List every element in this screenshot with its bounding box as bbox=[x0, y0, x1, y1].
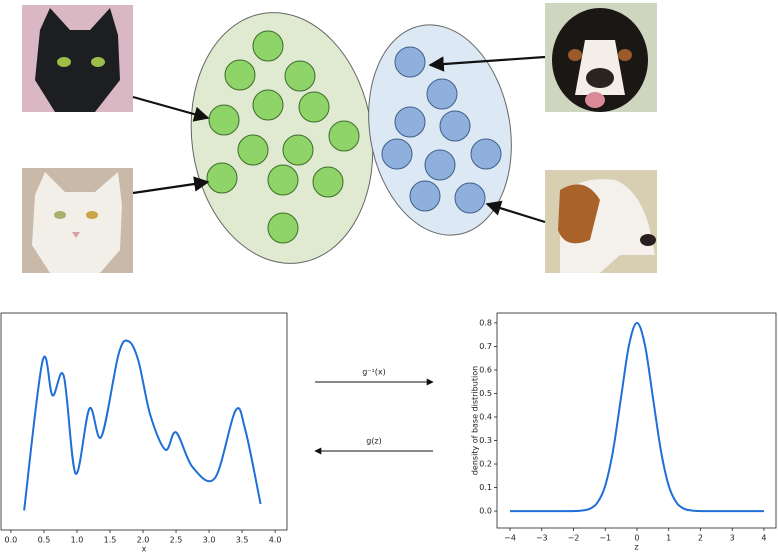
x-tick-label: −2 bbox=[568, 534, 580, 543]
x-axis-label: x bbox=[142, 545, 147, 553]
density-curve bbox=[510, 323, 764, 511]
x-tick-label: −1 bbox=[599, 534, 611, 543]
y-tick-label: 0.6 bbox=[479, 365, 492, 374]
y-tick-label: 0.5 bbox=[479, 389, 492, 398]
x-tick-label: 2 bbox=[698, 534, 703, 543]
bernese-dog-photo bbox=[545, 3, 657, 112]
x-tick-label: 3.0 bbox=[203, 536, 216, 545]
y-tick-label: 0.8 bbox=[479, 318, 492, 327]
black-cat-photo bbox=[22, 5, 133, 112]
x-tick-label: 4 bbox=[761, 534, 766, 543]
x-tick-label: 2.5 bbox=[170, 536, 183, 545]
x-tick-label: 4.0 bbox=[269, 536, 282, 545]
y-tick-label: 0.1 bbox=[479, 483, 492, 492]
x-tick-label: 0.5 bbox=[38, 536, 51, 545]
white-cat-photo bbox=[22, 168, 133, 273]
cat-cluster bbox=[175, 1, 388, 276]
dog-cluster bbox=[353, 13, 528, 246]
x-tick-label: 3 bbox=[730, 534, 735, 543]
y-axis-label: density of base distribution bbox=[471, 366, 480, 475]
x-tick-label: 1.5 bbox=[104, 536, 117, 545]
plots: 0.0 0.5 1.0 1.5 2.0 2.5 3.0 3.5 4.0 x −4 −3 −2 −1 0 1 2 3… bbox=[1, 313, 776, 553]
inverse-label: g(z) bbox=[366, 437, 382, 446]
x-tick-label: 0.0 bbox=[5, 536, 18, 545]
beagle-dog-photo bbox=[545, 170, 657, 273]
x-tick-label: 0 bbox=[634, 534, 639, 543]
y-tick-label: 0.0 bbox=[479, 507, 492, 516]
plot-frame bbox=[497, 313, 776, 528]
y-tick-label: 0.2 bbox=[479, 460, 492, 469]
x-axis-label: z bbox=[634, 543, 638, 552]
x-tick-label: −3 bbox=[536, 534, 548, 543]
y-tick-label: 0.3 bbox=[479, 436, 492, 445]
density-curve bbox=[24, 341, 260, 511]
x-tick-label: 1.0 bbox=[71, 536, 84, 545]
x-tick-label: 2.0 bbox=[137, 536, 150, 545]
y-tick-label: 0.7 bbox=[479, 342, 492, 351]
x-tick-label: 1 bbox=[666, 534, 671, 543]
x-tick-label: −4 bbox=[504, 534, 516, 543]
figure: g⁻¹(x) g(z) 0.0 0.5 1.0 1.5 2.0 2.5 3.0 3.5 4.0 x… bbox=[0, 0, 778, 553]
x-tick-label: 3.5 bbox=[236, 536, 249, 545]
y-tick-label: 0.4 bbox=[479, 412, 492, 421]
forward-label: g⁻¹(x) bbox=[362, 368, 385, 377]
